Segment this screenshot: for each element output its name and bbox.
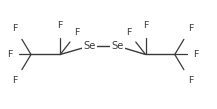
- Text: F: F: [188, 76, 193, 85]
- Text: F: F: [13, 24, 18, 33]
- Text: F: F: [74, 28, 80, 37]
- Text: Se: Se: [83, 41, 96, 51]
- Text: F: F: [188, 24, 193, 33]
- Text: F: F: [58, 21, 63, 30]
- Text: Se: Se: [111, 41, 124, 51]
- Text: F: F: [13, 76, 18, 85]
- Text: F: F: [126, 28, 132, 37]
- Text: F: F: [7, 50, 12, 59]
- Text: F: F: [193, 50, 199, 59]
- Text: F: F: [143, 21, 148, 30]
